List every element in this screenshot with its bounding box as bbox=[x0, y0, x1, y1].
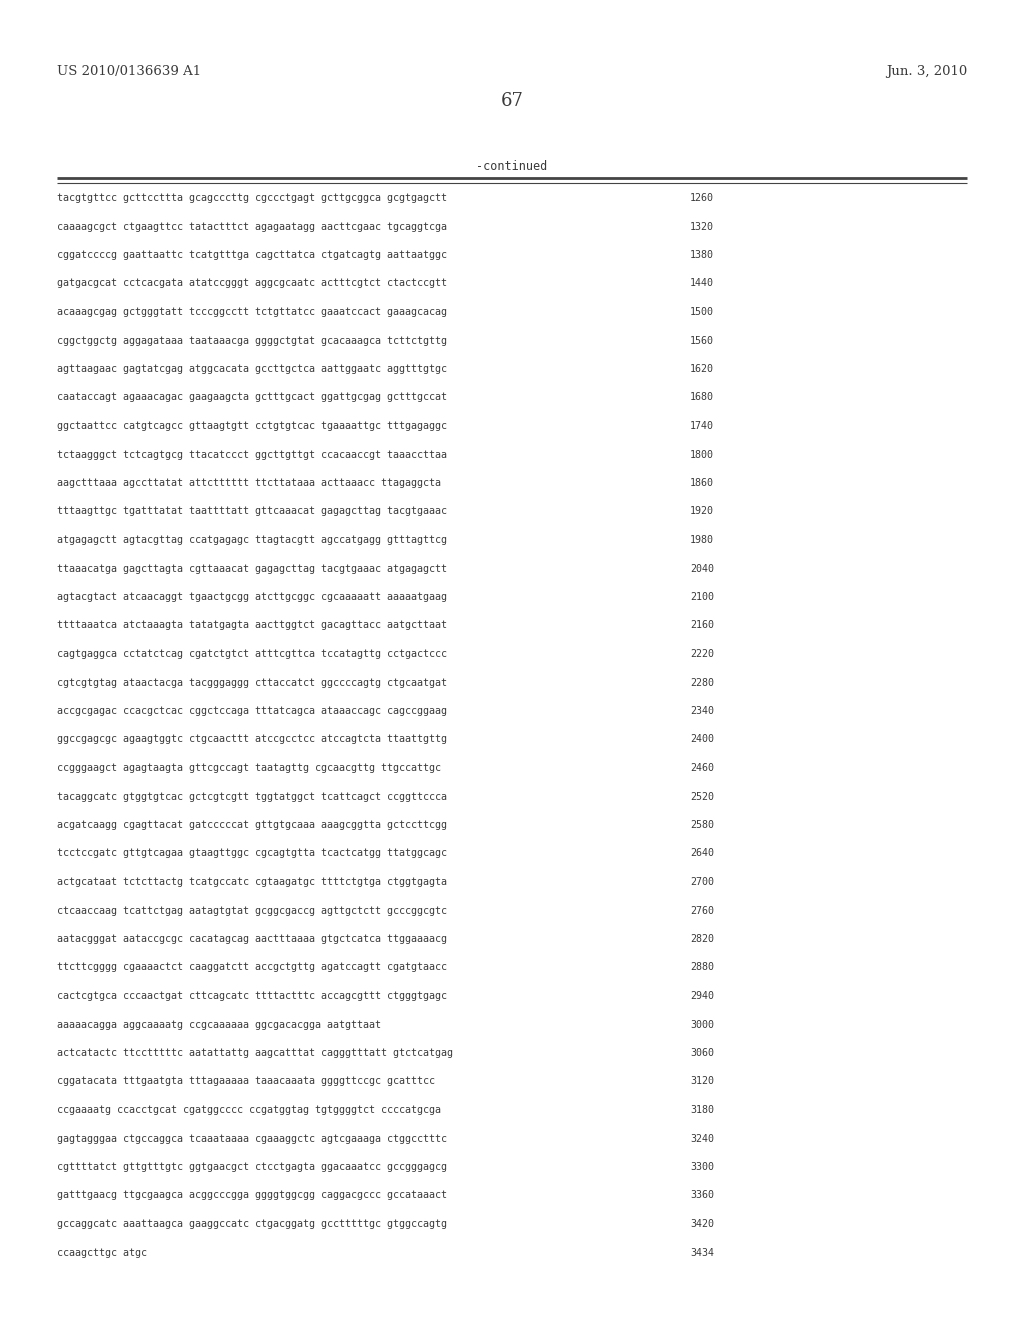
Text: 3120: 3120 bbox=[690, 1077, 714, 1086]
Text: 3360: 3360 bbox=[690, 1191, 714, 1200]
Text: 2880: 2880 bbox=[690, 962, 714, 973]
Text: 1680: 1680 bbox=[690, 392, 714, 403]
Text: 2820: 2820 bbox=[690, 935, 714, 944]
Text: cgtcgtgtag ataactacga tacgggaggg cttaccatct ggccccagtg ctgcaatgat: cgtcgtgtag ataactacga tacgggaggg cttacca… bbox=[57, 677, 447, 688]
Text: 1440: 1440 bbox=[690, 279, 714, 289]
Text: 2460: 2460 bbox=[690, 763, 714, 774]
Text: 2340: 2340 bbox=[690, 706, 714, 715]
Text: 2100: 2100 bbox=[690, 591, 714, 602]
Text: 1380: 1380 bbox=[690, 249, 714, 260]
Text: acgatcaagg cgagttacat gatcccccat gttgtgcaaa aaagcggtta gctccttcgg: acgatcaagg cgagttacat gatcccccat gttgtgc… bbox=[57, 820, 447, 830]
Text: 1860: 1860 bbox=[690, 478, 714, 488]
Text: 2160: 2160 bbox=[690, 620, 714, 631]
Text: 1800: 1800 bbox=[690, 450, 714, 459]
Text: 67: 67 bbox=[501, 92, 523, 110]
Text: 3060: 3060 bbox=[690, 1048, 714, 1059]
Text: 3420: 3420 bbox=[690, 1218, 714, 1229]
Text: atgagagctt agtacgttag ccatgagagc ttagtacgtt agccatgagg gtttagttcg: atgagagctt agtacgttag ccatgagagc ttagtac… bbox=[57, 535, 447, 545]
Text: cagtgaggca cctatctcag cgatctgtct atttcgttca tccatagttg cctgactccc: cagtgaggca cctatctcag cgatctgtct atttcgt… bbox=[57, 649, 447, 659]
Text: tacaggcatc gtggtgtcac gctcgtcgtt tggtatggct tcattcagct ccggttccca: tacaggcatc gtggtgtcac gctcgtcgtt tggtatg… bbox=[57, 792, 447, 801]
Text: cggatccccg gaattaattc tcatgtttga cagcttatca ctgatcagtg aattaatggc: cggatccccg gaattaattc tcatgtttga cagctta… bbox=[57, 249, 447, 260]
Text: actgcataat tctcttactg tcatgccatc cgtaagatgc ttttctgtga ctggtgagta: actgcataat tctcttactg tcatgccatc cgtaaga… bbox=[57, 876, 447, 887]
Text: gatgacgcat cctcacgata atatccgggt aggcgcaatc actttcgtct ctactccgtt: gatgacgcat cctcacgata atatccgggt aggcgca… bbox=[57, 279, 447, 289]
Text: cactcgtgca cccaactgat cttcagcatc ttttactttc accagcgttt ctgggtgagc: cactcgtgca cccaactgat cttcagcatc ttttact… bbox=[57, 991, 447, 1001]
Text: ggctaattcc catgtcagcc gttaagtgtt cctgtgtcac tgaaaattgc tttgagaggc: ggctaattcc catgtcagcc gttaagtgtt cctgtgt… bbox=[57, 421, 447, 432]
Text: 1920: 1920 bbox=[690, 507, 714, 516]
Text: ttaaacatga gagcttagta cgttaaacat gagagcttag tacgtgaaac atgagagctt: ttaaacatga gagcttagta cgttaaacat gagagct… bbox=[57, 564, 447, 573]
Text: tacgtgttcc gcttccttta gcagcccttg cgccctgagt gcttgcggca gcgtgagctt: tacgtgttcc gcttccttta gcagcccttg cgccctg… bbox=[57, 193, 447, 203]
Text: 2700: 2700 bbox=[690, 876, 714, 887]
Text: actcatactc ttcctttttc aatattattg aagcatttat cagggtttatt gtctcatgag: actcatactc ttcctttttc aatattattg aagcatt… bbox=[57, 1048, 453, 1059]
Text: 2220: 2220 bbox=[690, 649, 714, 659]
Text: agtacgtact atcaacaggt tgaactgcgg atcttgcggc cgcaaaaatt aaaaatgaag: agtacgtact atcaacaggt tgaactgcgg atcttgc… bbox=[57, 591, 447, 602]
Text: caaaagcgct ctgaagttcc tatactttct agagaatagg aacttcgaac tgcaggtcga: caaaagcgct ctgaagttcc tatactttct agagaat… bbox=[57, 222, 447, 231]
Text: 3240: 3240 bbox=[690, 1134, 714, 1143]
Text: 1560: 1560 bbox=[690, 335, 714, 346]
Text: agttaagaac gagtatcgag atggcacata gccttgctca aattggaatc aggtttgtgc: agttaagaac gagtatcgag atggcacata gccttgc… bbox=[57, 364, 447, 374]
Text: 1320: 1320 bbox=[690, 222, 714, 231]
Text: 2760: 2760 bbox=[690, 906, 714, 916]
Text: ccaagcttgc atgc: ccaagcttgc atgc bbox=[57, 1247, 147, 1258]
Text: 1620: 1620 bbox=[690, 364, 714, 374]
Text: ttcttcgggg cgaaaactct caaggatctt accgctgttg agatccagtt cgatgtaacc: ttcttcgggg cgaaaactct caaggatctt accgctg… bbox=[57, 962, 447, 973]
Text: ccgggaagct agagtaagta gttcgccagt taatagttg cgcaacgttg ttgccattgc: ccgggaagct agagtaagta gttcgccagt taatagt… bbox=[57, 763, 441, 774]
Text: ccgaaaatg ccacctgcat cgatggcccc ccgatggtag tgtggggtct ccccatgcga: ccgaaaatg ccacctgcat cgatggcccc ccgatggt… bbox=[57, 1105, 441, 1115]
Text: gagtagggaa ctgccaggca tcaaataaaa cgaaaggctc agtcgaaaga ctggcctttc: gagtagggaa ctgccaggca tcaaataaaa cgaaagg… bbox=[57, 1134, 447, 1143]
Text: gatttgaacg ttgcgaagca acggcccgga ggggtggcgg caggacgccc gccataaact: gatttgaacg ttgcgaagca acggcccgga ggggtgg… bbox=[57, 1191, 447, 1200]
Text: 2520: 2520 bbox=[690, 792, 714, 801]
Text: cgttttatct gttgtttgtc ggtgaacgct ctcctgagta ggacaaatcc gccgggagcg: cgttttatct gttgtttgtc ggtgaacgct ctcctga… bbox=[57, 1162, 447, 1172]
Text: caataccagt agaaacagac gaagaagcta gctttgcact ggattgcgag gctttgccat: caataccagt agaaacagac gaagaagcta gctttgc… bbox=[57, 392, 447, 403]
Text: 2580: 2580 bbox=[690, 820, 714, 830]
Text: tcctccgatc gttgtcagaa gtaagttggc cgcagtgtta tcactcatgg ttatggcagc: tcctccgatc gttgtcagaa gtaagttggc cgcagtg… bbox=[57, 849, 447, 858]
Text: aagctttaaa agccttatat attctttttt ttcttataaa acttaaacc ttagaggcta: aagctttaaa agccttatat attctttttt ttcttat… bbox=[57, 478, 441, 488]
Text: tctaagggct tctcagtgcg ttacatccct ggcttgttgt ccacaaccgt taaaccttaa: tctaagggct tctcagtgcg ttacatccct ggcttgt… bbox=[57, 450, 447, 459]
Text: 3300: 3300 bbox=[690, 1162, 714, 1172]
Text: gccaggcatc aaattaagca gaaggccatc ctgacggatg gcctttttgc gtggccagtg: gccaggcatc aaattaagca gaaggccatc ctgacgg… bbox=[57, 1218, 447, 1229]
Text: accgcgagac ccacgctcac cggctccaga tttatcagca ataaaccagc cagccggaag: accgcgagac ccacgctcac cggctccaga tttatca… bbox=[57, 706, 447, 715]
Text: 2640: 2640 bbox=[690, 849, 714, 858]
Text: 2400: 2400 bbox=[690, 734, 714, 744]
Text: acaaagcgag gctgggtatt tcccggcctt tctgttatcc gaaatccact gaaagcacag: acaaagcgag gctgggtatt tcccggcctt tctgtta… bbox=[57, 308, 447, 317]
Text: aaaaacagga aggcaaaatg ccgcaaaaaa ggcgacacgga aatgttaat: aaaaacagga aggcaaaatg ccgcaaaaaa ggcgaca… bbox=[57, 1019, 381, 1030]
Text: 3180: 3180 bbox=[690, 1105, 714, 1115]
Text: 1980: 1980 bbox=[690, 535, 714, 545]
Text: 2040: 2040 bbox=[690, 564, 714, 573]
Text: cggctggctg aggagataaa taataaacga ggggctgtat gcacaaagca tcttctgttg: cggctggctg aggagataaa taataaacga ggggctg… bbox=[57, 335, 447, 346]
Text: aatacgggat aataccgcgc cacatagcag aactttaaaa gtgctcatca ttggaaaacg: aatacgggat aataccgcgc cacatagcag aacttta… bbox=[57, 935, 447, 944]
Text: 1740: 1740 bbox=[690, 421, 714, 432]
Text: 2280: 2280 bbox=[690, 677, 714, 688]
Text: ggccgagcgc agaagtggtc ctgcaacttt atccgcctcc atccagtcta ttaattgttg: ggccgagcgc agaagtggtc ctgcaacttt atccgcc… bbox=[57, 734, 447, 744]
Text: 3434: 3434 bbox=[690, 1247, 714, 1258]
Text: 1500: 1500 bbox=[690, 308, 714, 317]
Text: 3000: 3000 bbox=[690, 1019, 714, 1030]
Text: 2940: 2940 bbox=[690, 991, 714, 1001]
Text: tttaagttgc tgatttatat taattttatt gttcaaacat gagagcttag tacgtgaaac: tttaagttgc tgatttatat taattttatt gttcaaa… bbox=[57, 507, 447, 516]
Text: Jun. 3, 2010: Jun. 3, 2010 bbox=[886, 65, 967, 78]
Text: ttttaaatca atctaaagta tatatgagta aacttggtct gacagttacc aatgcttaat: ttttaaatca atctaaagta tatatgagta aacttgg… bbox=[57, 620, 447, 631]
Text: -continued: -continued bbox=[476, 160, 548, 173]
Text: US 2010/0136639 A1: US 2010/0136639 A1 bbox=[57, 65, 201, 78]
Text: ctcaaccaag tcattctgag aatagtgtat gcggcgaccg agttgctctt gcccggcgtc: ctcaaccaag tcattctgag aatagtgtat gcggcga… bbox=[57, 906, 447, 916]
Text: 1260: 1260 bbox=[690, 193, 714, 203]
Text: cggatacata tttgaatgta tttagaaaaa taaacaaata ggggttccgc gcatttcc: cggatacata tttgaatgta tttagaaaaa taaacaa… bbox=[57, 1077, 435, 1086]
